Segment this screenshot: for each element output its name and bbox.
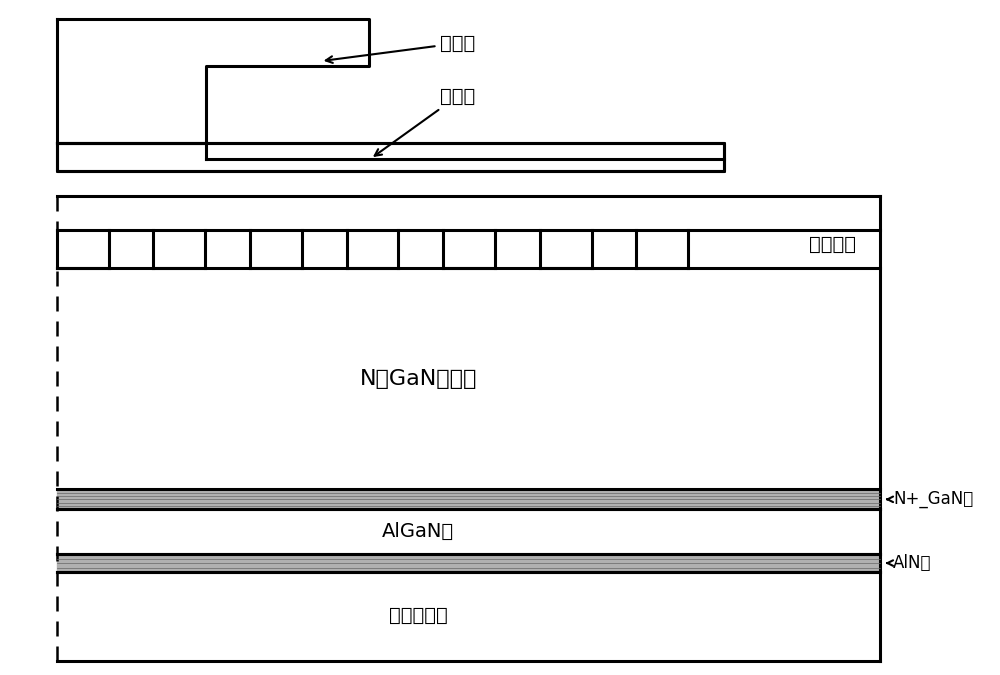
Text: N型GaN外延层: N型GaN外延层 [360, 369, 477, 389]
Text: 层间介质: 层间介质 [809, 235, 856, 254]
Text: N+_GaN层: N+_GaN层 [887, 490, 974, 508]
Text: 金属钓: 金属钓 [375, 86, 475, 156]
Text: 硅单晶衬底: 硅单晶衬底 [389, 606, 448, 625]
Polygon shape [57, 20, 369, 143]
Text: 金属铝: 金属铝 [326, 34, 475, 63]
Text: AlN层: AlN层 [887, 554, 932, 572]
Polygon shape [57, 143, 724, 171]
Text: AlGaN层: AlGaN层 [382, 522, 454, 541]
Polygon shape [57, 143, 724, 171]
